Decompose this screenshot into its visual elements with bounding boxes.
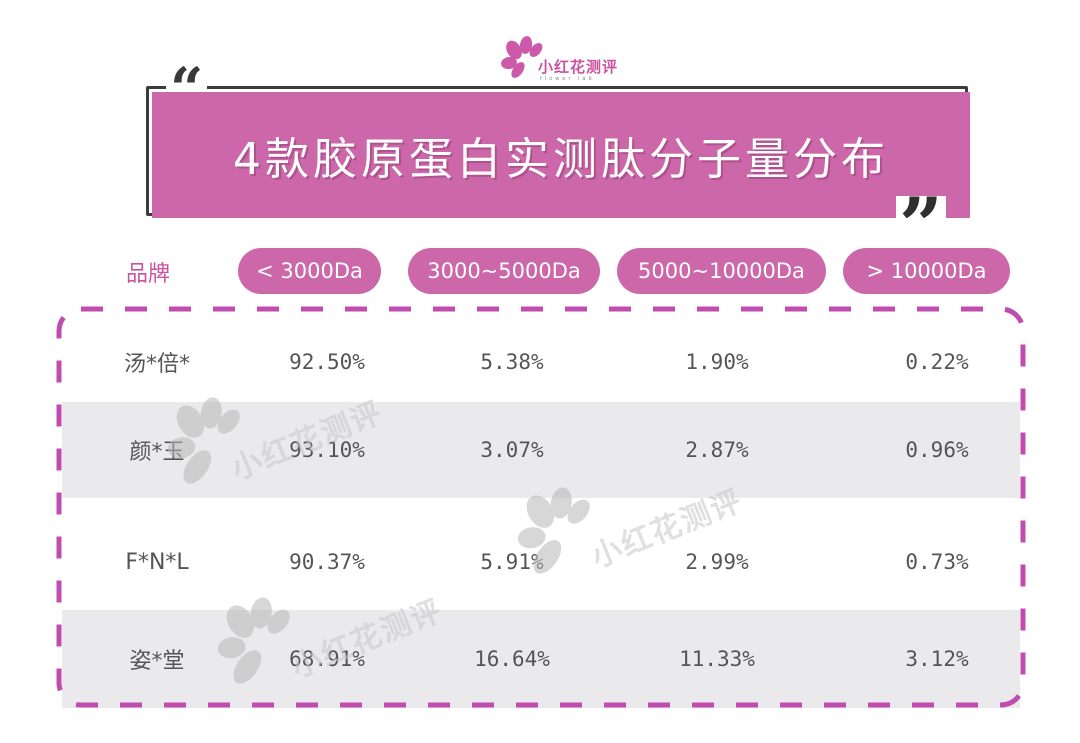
table-row: 汤*倍* 92.50% 5.38% 1.90% 0.22%	[62, 314, 1020, 410]
brand-cell: F*N*L	[125, 549, 189, 575]
value-cell: 3.07%	[480, 438, 544, 462]
value-cell: 90.37%	[289, 550, 365, 574]
value-cell: 3.12%	[905, 647, 969, 671]
logo-text: 小红花测评	[538, 58, 619, 76]
column-header-gt10000: > 10000Da	[843, 248, 1010, 294]
column-header-5000-10000: 5000~10000Da	[617, 248, 826, 294]
brand-column-header: 品牌	[126, 262, 171, 287]
value-cell: 0.22%	[905, 350, 969, 374]
value-cell: 68.91%	[289, 647, 365, 671]
title-banner: 4款胶原蛋白实测肽分子量分布	[152, 92, 970, 218]
value-cell: 5.38%	[480, 350, 544, 374]
value-cell: 92.50%	[289, 350, 365, 374]
page-title: 4款胶原蛋白实测肽分子量分布	[233, 134, 889, 185]
value-cell: 1.90%	[685, 350, 749, 374]
logo-subtitle: flower lab	[540, 76, 595, 82]
table-row: F*N*L 90.37% 5.91% 2.99% 0.73%	[62, 514, 1020, 610]
brand-cell: 姿*堂	[129, 649, 185, 674]
dashed-table-border	[56, 306, 1026, 708]
value-cell: 5.91%	[480, 550, 544, 574]
close-quote-icon: ”	[896, 196, 946, 236]
value-cell: 2.99%	[685, 550, 749, 574]
value-cell: 11.33%	[679, 647, 755, 671]
column-header-lt3000: < 3000Da	[238, 248, 381, 294]
value-cell: 0.73%	[905, 550, 969, 574]
brand-cell: 汤*倍*	[123, 352, 190, 377]
value-cell: 16.64%	[474, 647, 550, 671]
brand-logo: 小红花测评 flower lab	[500, 36, 640, 82]
value-cell: 2.87%	[685, 438, 749, 462]
value-cell: 93.10%	[289, 438, 365, 462]
open-quote-icon: “	[166, 60, 208, 92]
value-cell: 0.96%	[905, 438, 969, 462]
flower-icon	[501, 36, 543, 78]
data-table: 汤*倍* 92.50% 5.38% 1.90% 0.22% 颜*玉 93.10%…	[56, 306, 1026, 708]
column-header-3000-5000: 3000~5000Da	[408, 248, 600, 294]
table-row: 姿*堂 68.91% 16.64% 11.33% 3.12%	[62, 610, 1020, 708]
